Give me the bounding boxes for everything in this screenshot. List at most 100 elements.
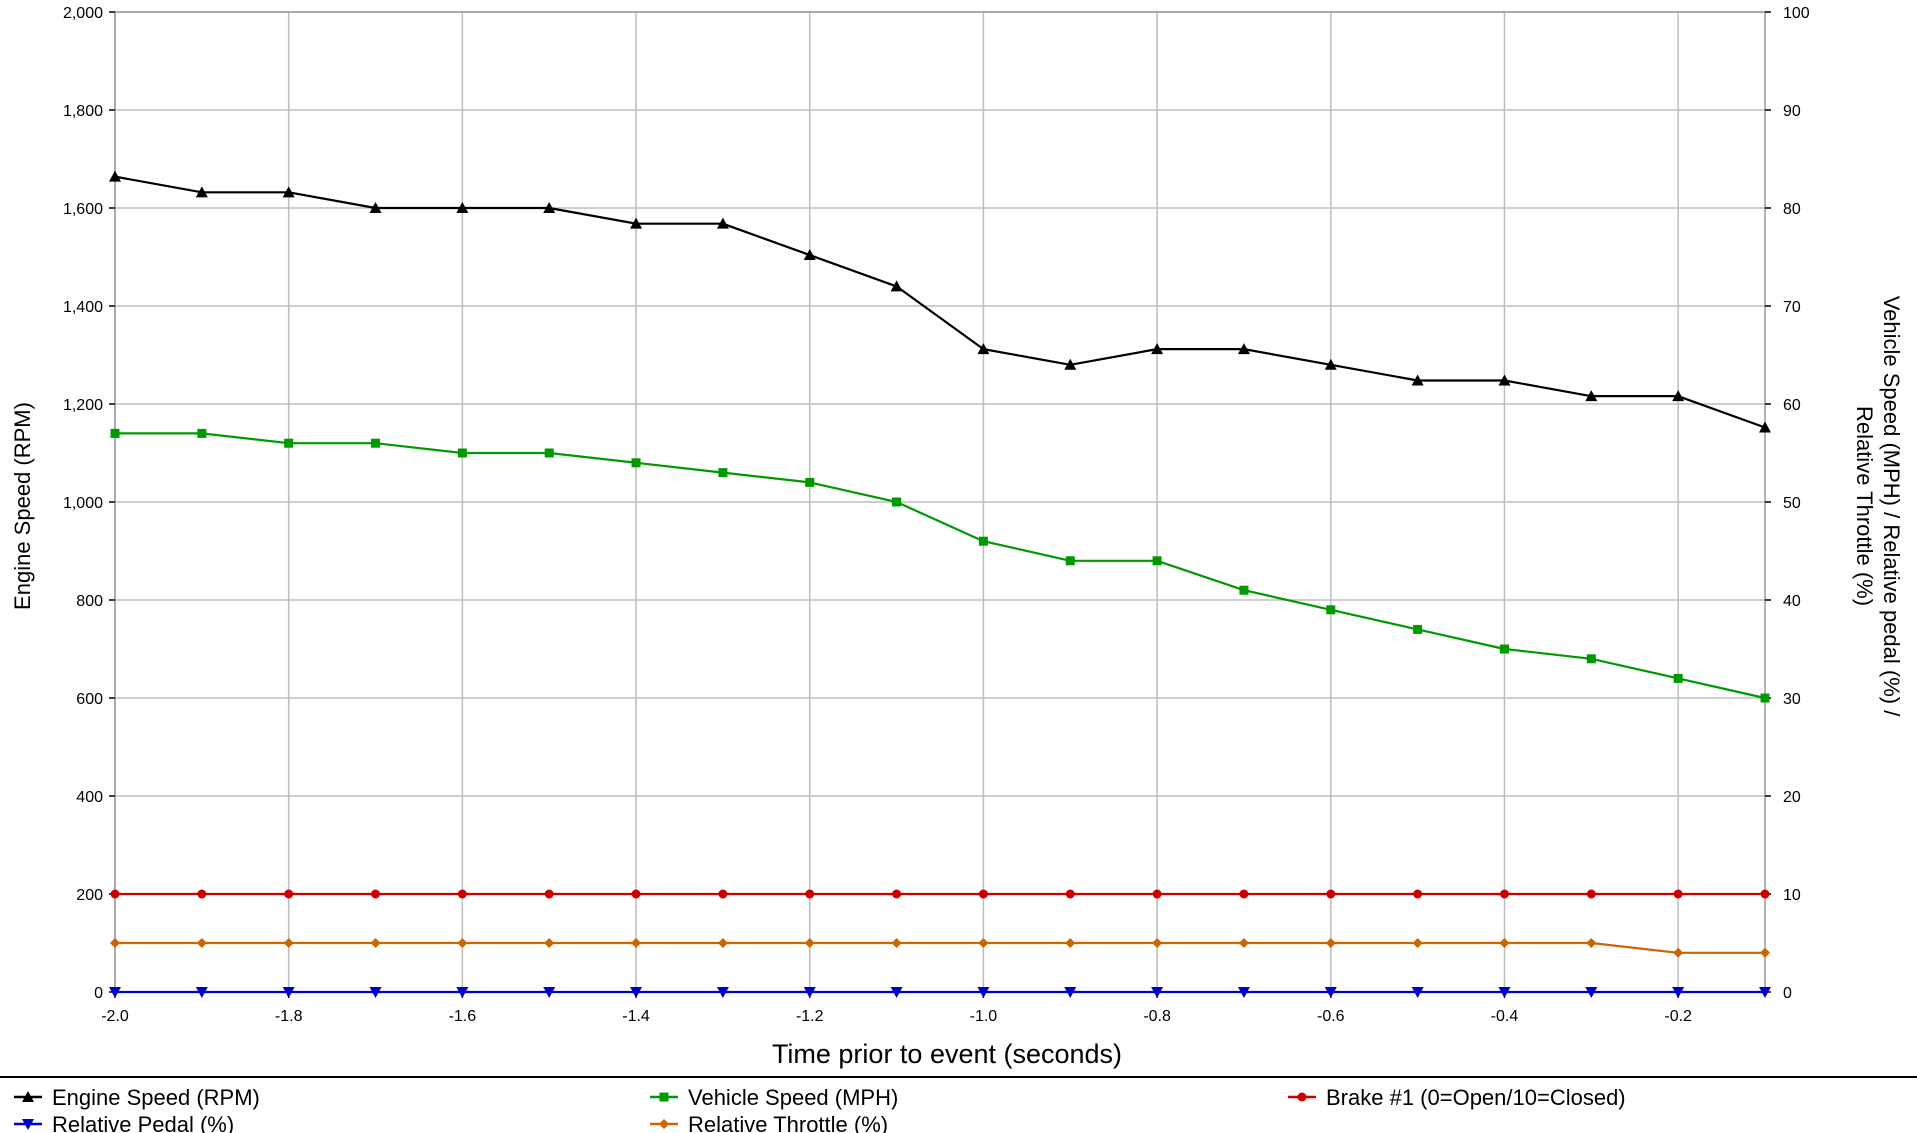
y-left-tick-label: 400 <box>76 789 103 806</box>
data-point <box>631 458 641 468</box>
data-point <box>1152 938 1163 948</box>
y-axis-left-label: Engine Speed (RPM) <box>10 402 35 610</box>
y-axis-right-label-line2: Relative Throttle (%) <box>1852 406 1877 606</box>
data-point <box>1324 358 1337 370</box>
data-point <box>803 249 816 261</box>
data-point <box>1673 673 1683 683</box>
x-tick-label: -0.2 <box>1664 1008 1692 1025</box>
data-point <box>1499 938 1510 948</box>
y-right-tick-label: 100 <box>1783 5 1810 22</box>
data-point <box>1324 987 1337 998</box>
data-point <box>1238 938 1249 948</box>
data-point <box>977 987 990 998</box>
data-point <box>110 889 120 899</box>
y-right-tick-label: 90 <box>1783 103 1801 120</box>
data-point <box>630 217 643 229</box>
grid <box>114 11 1765 993</box>
data-point <box>370 938 381 948</box>
data-point <box>544 448 554 458</box>
data-point <box>197 428 207 438</box>
data-point <box>1325 938 1336 948</box>
y-left-tick-label: 1,600 <box>63 201 103 218</box>
y-right-tick-label: 60 <box>1783 397 1801 414</box>
data-point <box>1151 343 1164 355</box>
data-point <box>109 170 121 182</box>
legend-label: Relative Pedal (%) <box>52 1112 234 1133</box>
data-point <box>890 987 903 998</box>
data-point <box>1586 889 1596 899</box>
y-left-tick-label: 1,800 <box>63 103 103 120</box>
series-1 <box>110 428 1770 703</box>
data-point <box>195 186 208 198</box>
data-point <box>284 438 294 448</box>
x-tick-label: -1.2 <box>796 1008 824 1025</box>
data-point <box>804 938 815 948</box>
tick-labels: 02004006008001,0001,2001,4001,6001,8002,… <box>63 5 1810 1025</box>
data-point <box>369 987 382 998</box>
x-tick-label: -1.4 <box>622 1008 650 1025</box>
x-tick-label: -1.0 <box>970 1008 998 1025</box>
data-point <box>892 889 902 899</box>
y-right-tick-label: 10 <box>1783 887 1801 904</box>
legend-item: Relative Pedal (%) <box>14 1112 234 1133</box>
data-point <box>456 202 469 213</box>
data-point <box>371 438 381 448</box>
series-4 <box>110 938 1770 958</box>
data-point <box>978 889 988 899</box>
data-point <box>456 987 469 998</box>
data-point <box>1237 343 1250 355</box>
data-point <box>1672 390 1685 402</box>
legend-label: Relative Throttle (%) <box>688 1112 888 1133</box>
data-point <box>1064 987 1077 998</box>
data-point <box>978 938 989 948</box>
y-right-tick-label: 70 <box>1783 299 1801 316</box>
data-point <box>892 497 902 507</box>
data-point <box>457 889 467 899</box>
data-point <box>544 938 555 948</box>
data-point <box>1413 889 1423 899</box>
series-line <box>114 175 1766 429</box>
data-point <box>109 987 121 998</box>
data-point <box>805 477 815 487</box>
data-point <box>1239 889 1249 899</box>
data-point <box>1412 938 1423 948</box>
data-point <box>1151 987 1164 998</box>
y-left-tick-label: 1,400 <box>63 299 103 316</box>
data-point <box>1759 421 1771 433</box>
y-left-tick-label: 1,000 <box>63 495 103 512</box>
legend-marker <box>22 1119 34 1130</box>
data-point <box>1498 374 1511 386</box>
data-point <box>543 202 556 213</box>
data-point <box>1411 987 1424 998</box>
data-point <box>1673 947 1684 958</box>
x-axis-label: Time prior to event (seconds) <box>772 1039 1122 1069</box>
data-point <box>196 938 207 948</box>
y-left-tick-label: 2,000 <box>63 5 103 22</box>
x-tick-label: -0.4 <box>1491 1008 1519 1025</box>
data-point <box>1760 947 1770 958</box>
y-left-tick-label: 1,200 <box>63 397 103 414</box>
data-point <box>716 217 729 229</box>
data-point <box>282 186 295 198</box>
data-point <box>1064 358 1077 370</box>
legend-marker <box>1297 1092 1307 1102</box>
data-point <box>1065 889 1075 899</box>
data-point <box>457 448 467 458</box>
data-point <box>1065 938 1076 948</box>
data-point <box>716 987 729 998</box>
data-point <box>631 938 642 948</box>
axes <box>109 11 1771 998</box>
data-point <box>197 889 207 899</box>
data-point <box>543 987 556 998</box>
data-point <box>1411 374 1424 386</box>
legend-label: Vehicle Speed (MPH) <box>688 1085 898 1110</box>
data-point <box>803 987 816 998</box>
data-point <box>1326 605 1336 615</box>
x-tick-label: -2.0 <box>101 1008 129 1025</box>
data-point <box>1760 693 1770 703</box>
data-point <box>1760 889 1770 899</box>
y-right-tick-label: 40 <box>1783 593 1801 610</box>
data-point <box>1326 889 1336 899</box>
data-point <box>717 938 728 948</box>
data-point <box>1759 987 1771 998</box>
